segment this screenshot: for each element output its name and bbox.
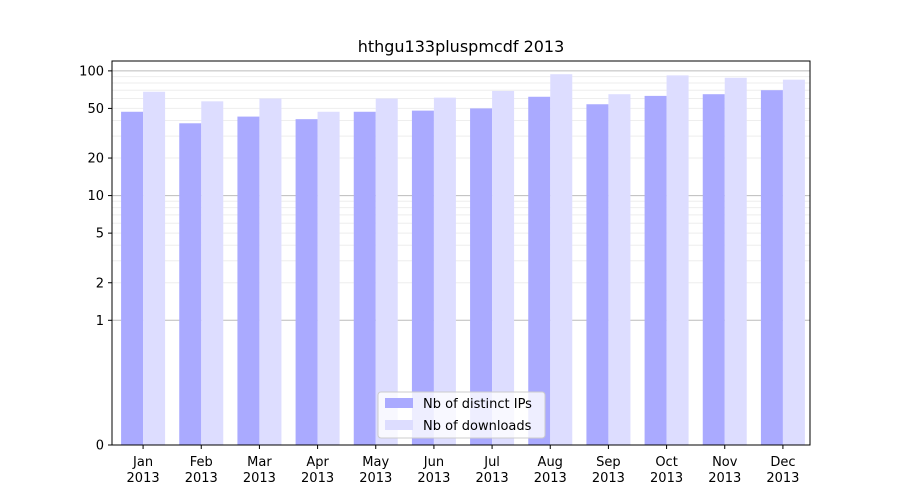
grid (112, 70, 810, 321)
y-tick-label: 0 (96, 439, 104, 454)
y-tick-label: 50 (87, 102, 104, 117)
x-tick-label-year: 2013 (650, 471, 683, 486)
x-tick-label-month: Jun (423, 455, 444, 470)
x-axis: Jan2013Feb2013Mar2013Apr2013May2013Jun20… (127, 445, 799, 486)
legend-swatch-downloads (385, 420, 413, 430)
y-tick-label: 5 (96, 227, 104, 242)
x-tick-label-year: 2013 (185, 471, 218, 486)
x-tick-label-month: Aug (538, 455, 563, 470)
bar-distinct-ips-may (353, 111, 376, 445)
bars (121, 74, 805, 446)
x-tick-label-year: 2013 (766, 471, 799, 486)
x-tick-label-month: Jan (132, 455, 153, 470)
bar-distinct-ips-apr (295, 119, 318, 446)
bar-distinct-ips-nov (702, 94, 725, 445)
y-tick-label: 10 (87, 189, 104, 204)
bar-distinct-ips-jun (411, 110, 434, 445)
y-tick-label: 1 (96, 314, 104, 329)
y-tick-label: 20 (87, 152, 104, 167)
bar-distinct-ips-feb (179, 123, 202, 446)
bar-downloads-jul (492, 90, 515, 445)
x-tick-label-year: 2013 (417, 471, 450, 486)
bar-downloads-sep (608, 94, 631, 445)
x-tick-label-year: 2013 (243, 471, 276, 486)
x-tick-label-month: Mar (247, 455, 272, 470)
x-tick-label-month: Nov (712, 455, 738, 470)
legend: Nb of distinct IPs Nb of downloads (377, 391, 546, 439)
legend-label-downloads: Nb of downloads (423, 419, 532, 434)
x-tick-label-month: Feb (190, 455, 213, 470)
bar-distinct-ips-jan (121, 111, 144, 445)
plot-frame (111, 60, 811, 446)
x-tick-label-year: 2013 (476, 471, 509, 486)
legend-swatch-distinct-ips (385, 398, 413, 408)
bar-distinct-ips-jul (470, 108, 493, 446)
x-tick-label-year: 2013 (708, 471, 741, 486)
legend-box (377, 391, 546, 439)
bar-downloads-aug (550, 74, 573, 445)
y-tick-label: 2 (96, 276, 104, 291)
bar-downloads-nov (724, 77, 747, 445)
x-tick-label-year: 2013 (301, 471, 334, 486)
bar-downloads-mar (259, 98, 282, 446)
legend-label-distinct-ips: Nb of distinct IPs (423, 397, 532, 412)
bar-downloads-feb (201, 101, 224, 446)
x-tick-label-month: Oct (655, 455, 677, 470)
x-tick-label-year: 2013 (592, 471, 625, 486)
x-tick-label-year: 2013 (127, 471, 160, 486)
x-tick-label-month: Dec (770, 455, 795, 470)
bar-distinct-ips-dec (760, 90, 783, 445)
bar-downloads-may (375, 98, 398, 446)
bar-downloads-dec (782, 79, 805, 445)
bar-distinct-ips-aug (528, 96, 551, 446)
bar-distinct-ips-mar (237, 116, 260, 445)
x-tick-label-month: Jul (483, 455, 500, 470)
x-tick-label-year: 2013 (359, 471, 392, 486)
x-tick-label-month: Sep (596, 455, 621, 470)
bar-downloads-jun (433, 97, 456, 446)
bar-distinct-ips-sep (586, 104, 609, 445)
x-tick-label-month: May (362, 455, 389, 470)
bar-downloads-apr (317, 111, 340, 445)
bar-downloads-jan (143, 91, 166, 445)
x-tick-label-year: 2013 (534, 471, 567, 486)
chart-title: hthgu133pluspmcdf 2013 (358, 37, 565, 56)
x-tick-label-month: Apr (306, 455, 329, 470)
y-tick-label: 100 (79, 64, 104, 79)
y-axis: 0 1 2 5 10 20 50 100 (79, 64, 112, 454)
bar-downloads-oct (666, 75, 689, 446)
bar-distinct-ips-oct (644, 95, 667, 446)
